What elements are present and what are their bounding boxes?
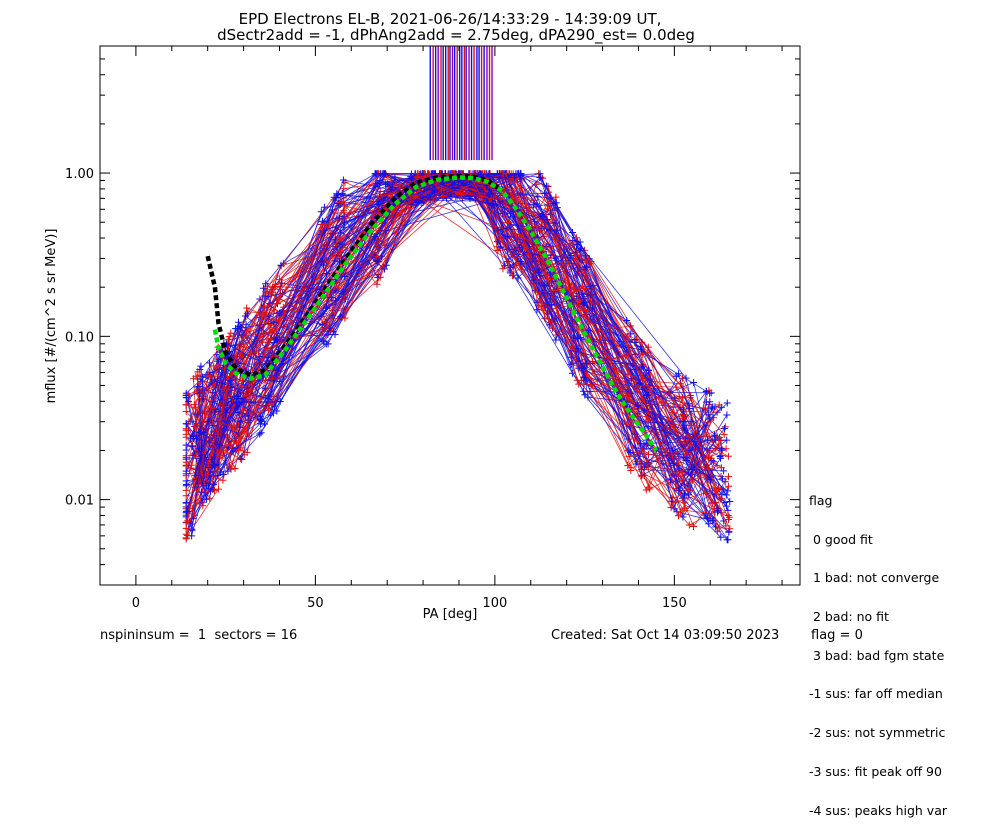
measurement-trace — [197, 178, 726, 503]
trace-group — [182, 170, 734, 544]
measurement-trace — [185, 173, 718, 513]
x-tick-label: 150 — [662, 596, 687, 611]
legend-item: -4 sus: peaks high var — [809, 802, 948, 818]
footer-flag: flag = 0 — [811, 628, 863, 643]
measurement-trace — [200, 173, 728, 492]
x-tick-label: 50 — [307, 596, 324, 611]
y-axis-label: mflux [#/(cm^2 s sr MeV)] — [44, 229, 59, 404]
pitch-angle-chart: 0 50 100 150 0.01 1.00 0.10 EPD Electrons EL-B… — [44, 10, 801, 622]
measurement-points — [182, 170, 732, 523]
measurement-trace — [195, 195, 710, 514]
measurement-points — [197, 170, 732, 495]
legend-item: 3 bad: bad fgm state — [809, 647, 945, 663]
chart-title: EPD Electrons EL-B, 2021-06-26/14:33:29 … — [239, 10, 662, 28]
x-tick-label: 100 — [482, 596, 507, 611]
measurement-points — [245, 170, 718, 489]
x-axis-label: PA [deg] — [423, 607, 478, 622]
footer-spin-info: nspininsum = 1 sectors = 16 — [100, 628, 298, 643]
legend-item: 0 good fit — [809, 531, 873, 547]
legend-item: -3 sus: fit peak off 90 — [809, 763, 942, 779]
green-fit-curve — [212, 175, 659, 452]
chart-subtitle: dSectr2add = -1, dPhAng2add = 2.75deg, d… — [217, 26, 695, 45]
legend-heading: flag — [809, 492, 833, 508]
y-tick-label: 1.00 — [65, 167, 94, 182]
measurement-trace — [185, 177, 715, 472]
legend-item: -1 sus: far off median — [809, 686, 943, 702]
y-tick-label: 0.10 — [65, 330, 94, 345]
axis-group: 0 50 100 150 0.01 1.00 0.10 — [65, 45, 800, 611]
mark-group — [205, 46, 659, 452]
legend-item: -2 sus: not symmetric — [809, 725, 946, 741]
y-tick-label: 0.01 — [65, 494, 94, 509]
footer-created: Created: Sat Oct 14 03:09:50 2023 — [551, 628, 780, 643]
measurement-points — [197, 170, 690, 496]
plot-frame — [99, 45, 801, 586]
measurement-trace — [186, 173, 729, 520]
legend-item: 2 bad: no fit — [809, 608, 889, 624]
legend-item: 1 bad: not converge — [809, 570, 940, 586]
measurement-points — [214, 170, 710, 474]
measurement-trace — [187, 184, 710, 536]
measurement-points — [184, 181, 713, 539]
measurement-trace — [185, 173, 722, 503]
x-tick-label: 0 — [132, 596, 140, 611]
